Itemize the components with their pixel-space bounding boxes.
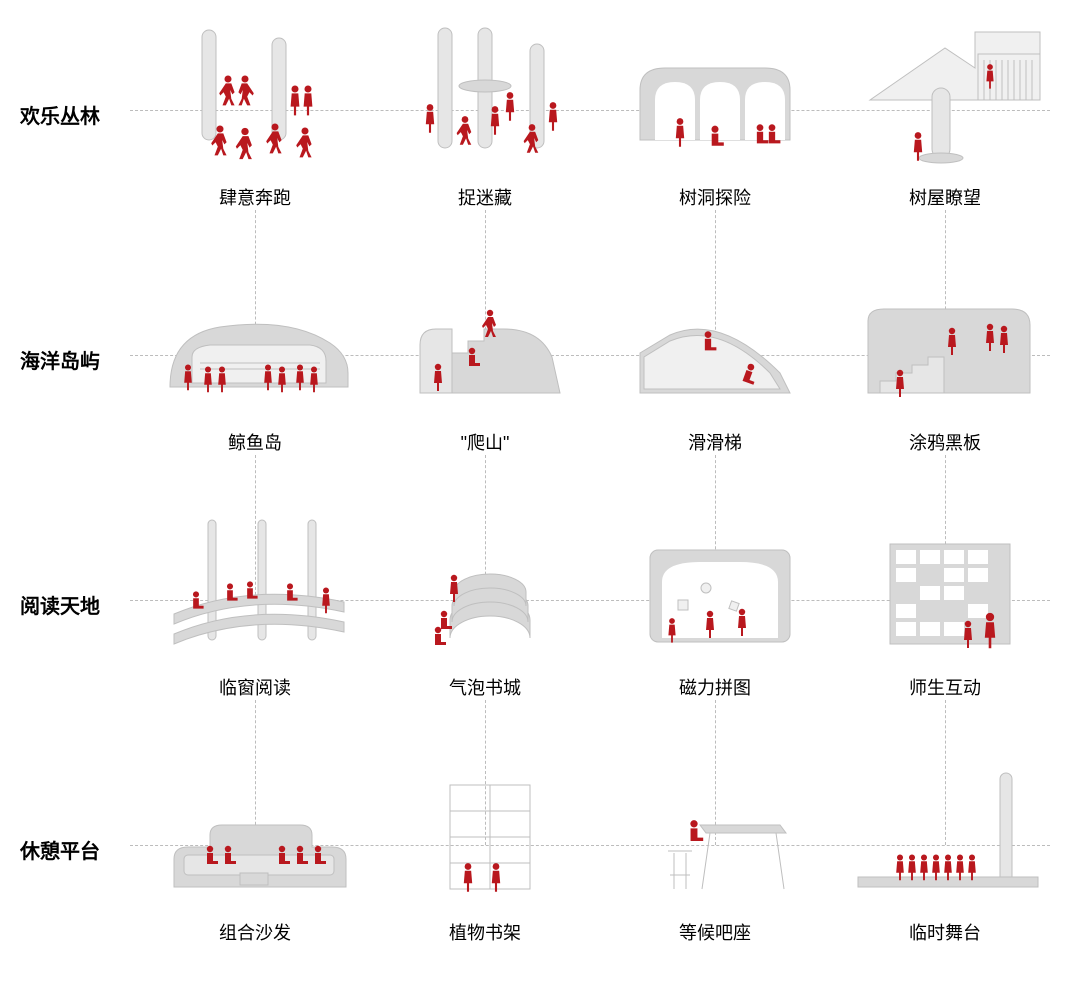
cell-graffiti-board: 涂鸦黑板 <box>840 265 1050 455</box>
row-label: 休憩平台 <box>20 835 130 864</box>
row-label: 海洋岛屿 <box>20 345 130 374</box>
row-label: 阅读天地 <box>20 590 130 619</box>
cell-label: 组合沙发 <box>150 919 360 945</box>
whale-island-icon <box>150 265 360 425</box>
cell-magnet-puzzle: 磁力拼图 <box>610 510 820 700</box>
cell-tree-house: 树屋瞭望 <box>840 20 1050 210</box>
cell-sofa: 组合沙发 <box>150 755 360 945</box>
cell-label: 磁力拼图 <box>610 674 820 700</box>
cell-run-columns: 肆意奔跑 <box>150 20 360 210</box>
cell-label: 气泡书城 <box>380 674 590 700</box>
row-1: 海洋岛屿鲸鱼岛 "爬山" 滑滑梯涂鸦黑板 <box>0 255 1080 485</box>
row-2: 阅读天地临窗阅读气泡书城磁力拼图师生互动 <box>0 500 1080 730</box>
cell-label: 捉迷藏 <box>380 184 590 210</box>
cell-label: 肆意奔跑 <box>150 184 360 210</box>
sofa-icon <box>150 755 360 915</box>
cell-label: 滑滑梯 <box>610 429 820 455</box>
teacher-student-icon <box>840 510 1050 670</box>
cell-bar-stool: 等候吧座 <box>610 755 820 945</box>
row-label: 欢乐丛林 <box>20 100 130 129</box>
cell-plant-shelf: 植物书架 <box>380 755 590 945</box>
window-read-icon <box>150 510 360 670</box>
cell-whale-island: 鲸鱼岛 <box>150 265 360 455</box>
hide-seek-icon <box>380 20 590 180</box>
cell-label: 临时舞台 <box>840 919 1050 945</box>
plant-shelf-icon <box>380 755 590 915</box>
bubble-books-icon <box>380 510 590 670</box>
cell-label: 临窗阅读 <box>150 674 360 700</box>
cell-tree-caves: 树洞探险 <box>610 20 820 210</box>
climb-stairs-icon <box>380 265 590 425</box>
magnet-puzzle-icon <box>610 510 820 670</box>
row-3: 休憩平台组合沙发植物书架等候吧座临时舞台 <box>0 745 1080 975</box>
graffiti-board-icon <box>840 265 1050 425</box>
tree-caves-icon <box>610 20 820 180</box>
slide-icon <box>610 265 820 425</box>
cell-label: 树屋瞭望 <box>840 184 1050 210</box>
cell-label: 树洞探险 <box>610 184 820 210</box>
cell-bubble-books: 气泡书城 <box>380 510 590 700</box>
bar-stool-icon <box>610 755 820 915</box>
stage-icon <box>840 755 1050 915</box>
cell-label: "爬山" <box>380 429 590 455</box>
tree-house-icon <box>840 20 1050 180</box>
run-columns-icon <box>150 20 360 180</box>
cell-label: 涂鸦黑板 <box>840 429 1050 455</box>
cell-hide-seek: 捉迷藏 <box>380 20 590 210</box>
row-0: 欢乐丛林肆意奔跑捉迷藏树洞探险树屋瞭望 <box>0 10 1080 240</box>
cell-stage: 临时舞台 <box>840 755 1050 945</box>
cell-climb-stairs: "爬山" <box>380 265 590 455</box>
cell-label: 植物书架 <box>380 919 590 945</box>
cell-label: 鲸鱼岛 <box>150 429 360 455</box>
cell-label: 师生互动 <box>840 674 1050 700</box>
cell-slide: 滑滑梯 <box>610 265 820 455</box>
cell-teacher-student: 师生互动 <box>840 510 1050 700</box>
cell-label: 等候吧座 <box>610 919 820 945</box>
cell-window-read: 临窗阅读 <box>150 510 360 700</box>
